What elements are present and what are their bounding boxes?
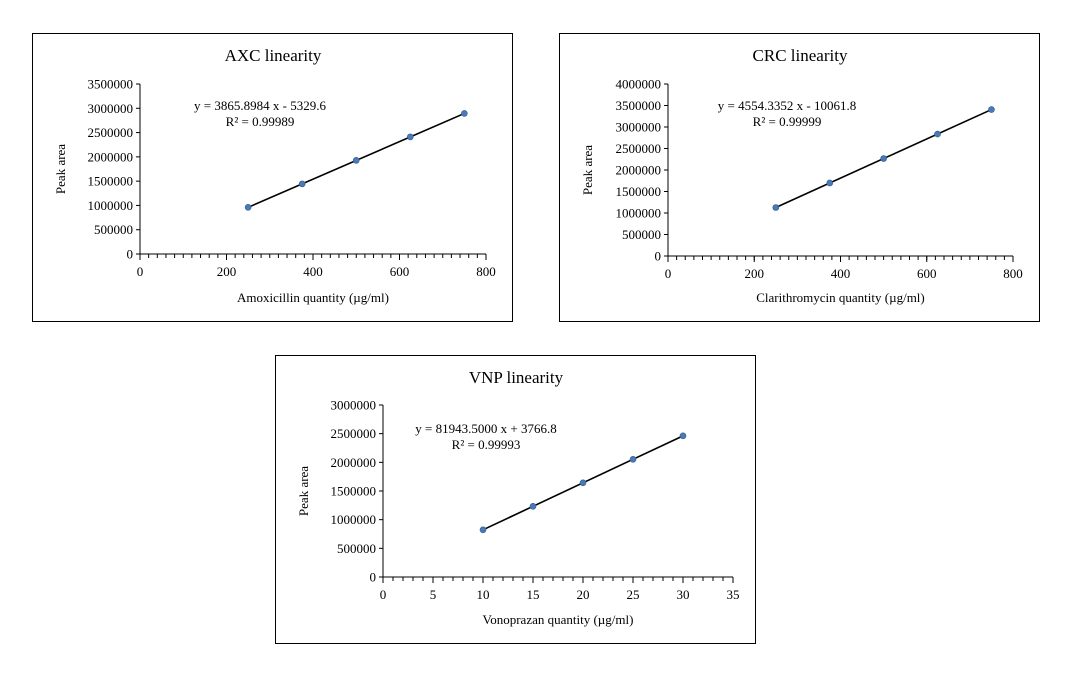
vnp-x-tick-label: 25 [627, 587, 640, 602]
axc-x-axis-label: Amoxicillin quantity (µg/ml) [237, 290, 389, 305]
axc-x-tick-label: 600 [390, 264, 410, 279]
vnp-data-point [629, 456, 637, 463]
vnp-x-tick-label: 5 [430, 587, 437, 602]
vnp-chart-svg: VNP linearity 0 500000 1000000 1500000 200000… [296, 368, 740, 627]
crc-y-tick-label: 2500000 [616, 141, 662, 156]
axc-linearity-chart: AXC linearity 0 500000 1000000 1500000 200000… [32, 33, 513, 322]
crc-chart-title: CRC linearity [753, 46, 848, 65]
crc-regression-equation: y = 4554.3352 x - 10061.8 [718, 98, 856, 113]
axc-y-tick-label: 1000000 [88, 198, 134, 213]
vnp-x-tick-label: 20 [577, 587, 590, 602]
axc-data-point [461, 110, 468, 117]
crc-r-squared: R² = 0.99999 [753, 114, 822, 129]
vnp-linearity-chart: VNP linearity 0 500000 1000000 1500000 200000… [275, 355, 756, 644]
vnp-x-tick-label: 35 [727, 587, 740, 602]
crc-y-tick-label: 2000000 [616, 163, 662, 178]
vnp-x-axis-label: Vonoprazan quantity (µg/ml) [483, 612, 634, 627]
vnp-y-tick-label: 1000000 [331, 512, 377, 527]
axc-chart-title: AXC linearity [225, 46, 322, 65]
vnp-data-point [479, 526, 487, 534]
axc-data-point [407, 133, 414, 141]
vnp-y-tick-label: 1500000 [331, 484, 377, 499]
axc-x-tick-label: 0 [137, 264, 144, 279]
crc-y-tick-label: 3000000 [616, 120, 662, 135]
crc-data-point [880, 155, 887, 162]
vnp-y-tick-label: 2500000 [331, 426, 377, 441]
crc-x-tick-label: 400 [831, 266, 851, 281]
vnp-y-tick-label: 0 [370, 570, 377, 585]
vnp-x-tick-label: 0 [380, 587, 387, 602]
crc-y-tick-label: 500000 [622, 227, 661, 242]
axc-r-squared: R² = 0.99989 [226, 114, 295, 129]
crc-data-point [934, 130, 941, 138]
crc-y-tick-label: 3500000 [616, 98, 662, 113]
vnp-chart-title: VNP linearity [469, 368, 564, 387]
crc-y-tick-label: 4000000 [616, 77, 662, 92]
axc-chart-svg: AXC linearity 0 500000 1000000 1500000 200000… [53, 46, 496, 305]
axc-y-tick-label: 0 [127, 247, 134, 262]
axc-data-point [244, 204, 252, 211]
crc-data-point [988, 106, 995, 113]
axc-y-tick-label: 3000000 [88, 101, 134, 116]
crc-x-tick-label: 200 [745, 266, 765, 281]
vnp-x-tick-label: 10 [477, 587, 490, 602]
crc-data-point [826, 179, 834, 187]
axc-y-axis-label: Peak area [53, 144, 68, 194]
crc-y-tick-label: 1000000 [616, 206, 662, 221]
axc-y-tick-label: 1500000 [88, 174, 134, 189]
axc-x-tick-label: 400 [303, 264, 323, 279]
vnp-data-point [679, 432, 687, 440]
vnp-x-tick-label: 15 [527, 587, 540, 602]
crc-x-tick-label: 800 [1003, 266, 1023, 281]
vnp-x-tick-label: 30 [677, 587, 690, 602]
axc-x-tick-label: 800 [476, 264, 496, 279]
vnp-y-tick-label: 2000000 [331, 455, 377, 470]
crc-x-axis-label: Clarithromycin quantity (µg/ml) [756, 290, 925, 305]
axc-data-point [298, 180, 306, 188]
crc-linearity-chart: CRC linearity 0 500000 1000000 1500000 200000… [559, 33, 1040, 322]
crc-x-tick-label: 600 [917, 266, 937, 281]
vnp-data-point [529, 503, 537, 510]
axc-y-tick-label: 3500000 [88, 77, 134, 92]
vnp-y-tick-label: 3000000 [331, 398, 377, 413]
crc-y-tick-label: 0 [655, 249, 662, 264]
crc-data-point [772, 204, 780, 211]
crc-y-tick-label: 1500000 [616, 184, 662, 199]
vnp-r-squared: R² = 0.99993 [452, 437, 521, 452]
axc-y-tick-label: 2500000 [88, 125, 134, 140]
vnp-data-point [579, 479, 587, 487]
axc-regression-equation: y = 3865.8984 x - 5329.6 [194, 98, 326, 113]
axc-y-tick-label: 500000 [94, 222, 133, 237]
axc-x-tick-label: 200 [217, 264, 237, 279]
vnp-y-tick-label: 500000 [337, 541, 376, 556]
vnp-regression-equation: y = 81943.5000 x + 3766.8 [415, 421, 556, 436]
crc-x-tick-label: 0 [665, 266, 672, 281]
crc-y-axis-label: Peak area [580, 145, 595, 195]
vnp-y-axis-label: Peak area [296, 466, 311, 516]
axc-y-tick-label: 2000000 [88, 149, 134, 164]
crc-chart-svg: CRC linearity 0 500000 1000000 1500000 200000… [580, 46, 1023, 305]
axc-data-point [352, 157, 360, 164]
